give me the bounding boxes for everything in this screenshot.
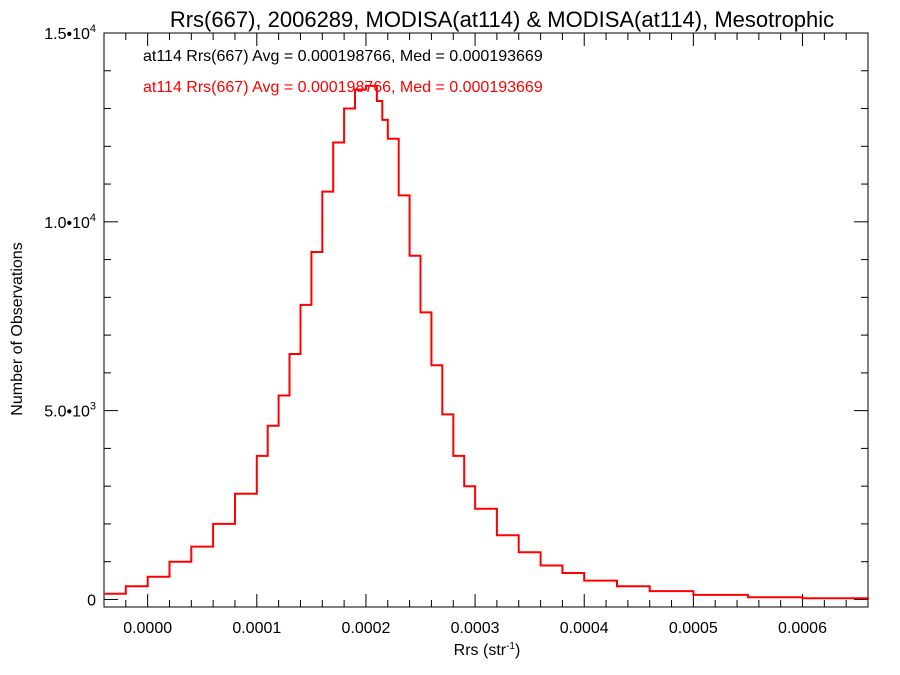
axis-ticks — [103, 32, 869, 607]
x-tick-label: 0.0001 — [232, 620, 281, 637]
legend-entry-black: at114 Rrs(667) Avg = 0.000198766, Med = … — [143, 48, 543, 65]
y-tick-label: 1.0•104 — [44, 212, 96, 232]
x-tick-labels: 0.0000 0.0001 0.0002 0.0003 0.0004 0.0005 0.00… — [123, 620, 827, 637]
x-axis-label: Rrs (str-1) — [454, 641, 521, 659]
x-tick-label: 0.0002 — [341, 620, 390, 637]
legend-entry-red: at114 Rrs(667) Avg = 0.000198766, Med = … — [143, 79, 543, 96]
y-tick-labels: 0 5.0•103 1.0•104 1.5•104 — [44, 23, 96, 609]
x-tick-label: 0.0005 — [669, 620, 718, 637]
y-tick-label: 1.5•104 — [44, 23, 96, 43]
x-tick-label: 0.0006 — [778, 620, 827, 637]
x-tick-label: 0.0004 — [560, 620, 609, 637]
plot-frame — [103, 32, 869, 608]
x-tick-label: 0.0000 — [123, 620, 172, 637]
histogram-series-line — [104, 84, 869, 600]
x-tick-label: 0.0003 — [451, 620, 500, 637]
chart-title: Rrs(667), 2006289, MODISA(at114) & MODIS… — [170, 7, 834, 32]
y-axis-label: Number of Observations — [9, 242, 26, 415]
y-tick-label: 5.0•103 — [44, 401, 96, 421]
y-tick-label: 0 — [87, 592, 96, 609]
